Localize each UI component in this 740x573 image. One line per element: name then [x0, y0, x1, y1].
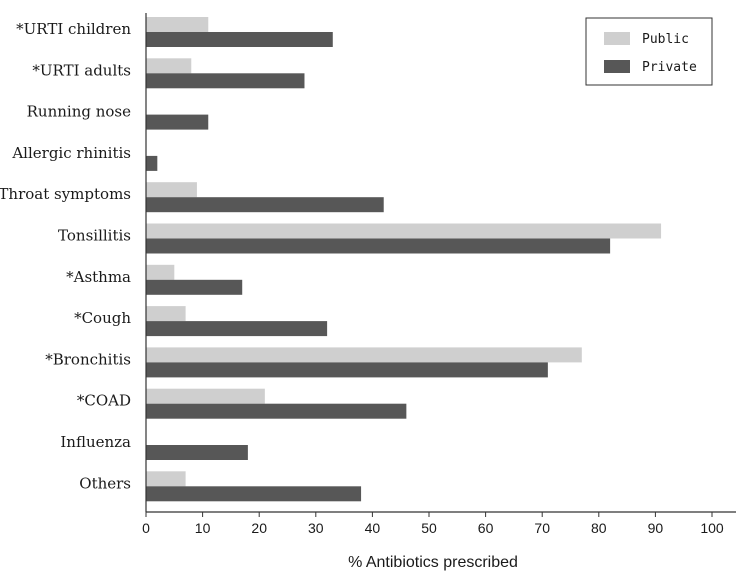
bar-public-0: [146, 17, 209, 32]
category-label: *Asthma: [66, 268, 131, 286]
x-axis-title: % Antibiotics prescribed: [348, 554, 518, 571]
bar-public-9: [146, 388, 265, 404]
category-label: *Bronchitis: [45, 350, 131, 368]
bar-private-5: [146, 238, 611, 254]
bar-private-7: [146, 321, 328, 337]
bar-public-11: [146, 471, 186, 487]
category-label: *URTI children: [16, 20, 131, 38]
legend-label-public: Public: [642, 32, 689, 47]
category-label: *COAD: [77, 392, 131, 410]
bar-private-6: [146, 279, 243, 295]
x-tick-label: 60: [478, 520, 494, 536]
category-label: Influenza: [60, 433, 131, 451]
x-tick-label: 50: [421, 520, 437, 536]
legend-swatch-private: [604, 60, 630, 73]
category-labels: *URTI children *URTI adults Running nose Al…: [0, 20, 131, 492]
x-tick-label: 10: [195, 520, 211, 536]
bar-public-5: [146, 223, 662, 239]
bars: [146, 17, 662, 502]
category-label: Tonsillitis: [58, 227, 131, 245]
category-label: *URTI adults: [32, 61, 131, 79]
x-tick-label: 90: [648, 520, 664, 536]
category-label: *Cough: [74, 309, 131, 327]
x-tick-label: 70: [534, 520, 550, 536]
bar-public-7: [146, 306, 186, 322]
bar-private-9: [146, 403, 407, 419]
category-label: Allergic rhinitis: [11, 144, 131, 162]
bar-private-8: [146, 362, 548, 378]
legend: Public Private: [585, 17, 713, 86]
x-tick-label: 0: [142, 520, 150, 536]
bar-public-8: [146, 347, 582, 363]
bar-private-0: [146, 32, 333, 47]
bar-public-1: [146, 58, 192, 74]
legend-label-private: Private: [642, 60, 697, 75]
bar-private-10: [146, 445, 248, 460]
category-label: *Throat symptoms: [0, 185, 131, 203]
bar-private-4: [146, 197, 384, 213]
category-label: Others: [79, 474, 131, 492]
x-tick-label: 40: [365, 520, 381, 536]
x-ticks: 0 10 20 30 40 50 60 70 80 90 100: [142, 512, 724, 536]
bar-public-6: [146, 264, 175, 280]
axes: [145, 13, 736, 513]
bar-private-1: [146, 73, 305, 89]
x-tick-label: 30: [308, 520, 324, 536]
bar-private-3: [146, 155, 158, 171]
category-label: Running nose: [27, 103, 131, 121]
bar-private-2: [146, 114, 209, 130]
x-tick-label: 100: [700, 520, 724, 536]
bar-public-4: [146, 182, 197, 198]
x-tick-label: 20: [251, 520, 267, 536]
x-tick-label: 80: [591, 520, 607, 536]
bar-private-11: [146, 486, 362, 502]
legend-box: [585, 17, 713, 86]
legend-swatch-public: [604, 32, 630, 45]
